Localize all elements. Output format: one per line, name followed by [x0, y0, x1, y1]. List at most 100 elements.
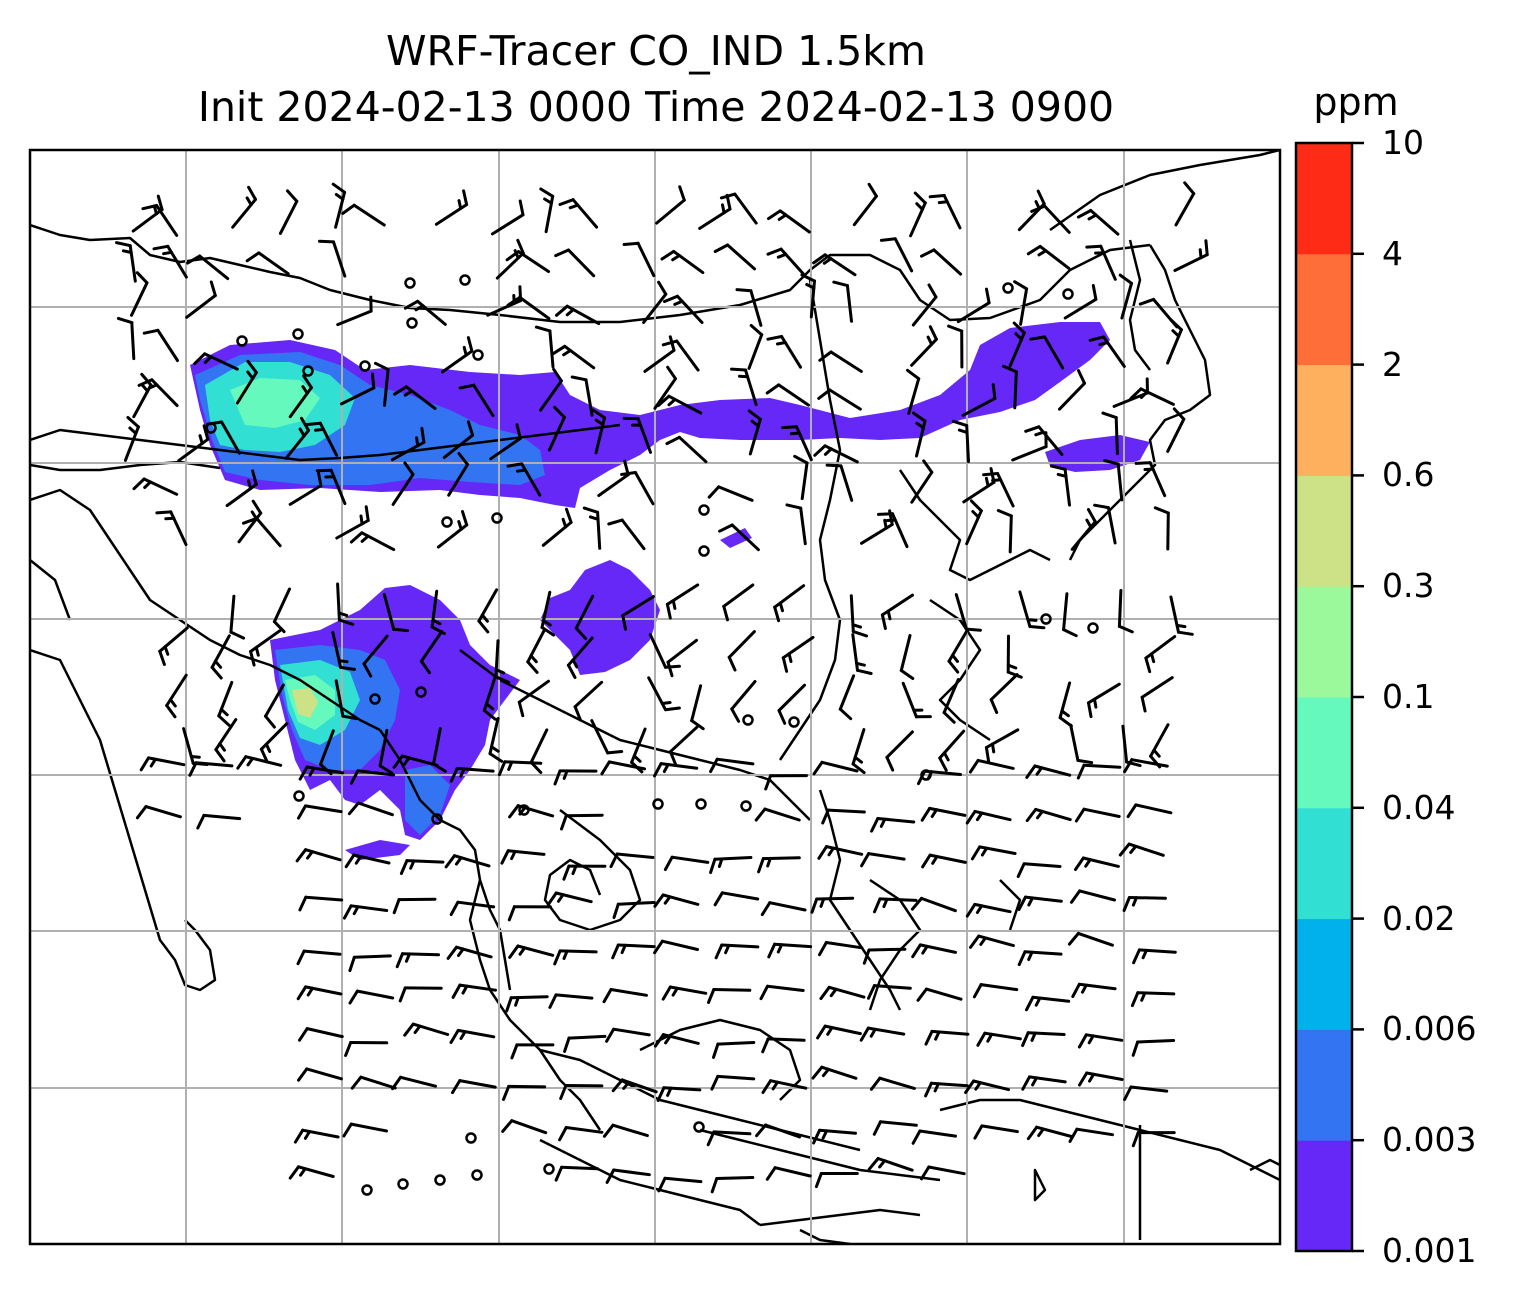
- wind-barb-shaft: [1117, 589, 1123, 628]
- wind-barb-shaft: [336, 309, 373, 327]
- wind-barb-flag: [653, 893, 665, 908]
- wind-barb-flag: [789, 431, 801, 436]
- wind-barb-flag: [984, 746, 991, 763]
- wind-barb-flag: [785, 503, 803, 510]
- wind-barb-flag: [951, 653, 959, 663]
- wind-barb-flag: [140, 372, 153, 387]
- wind-barb-flag: [360, 534, 370, 543]
- wind-barb-flag: [304, 421, 322, 427]
- wind-barb-flag: [817, 845, 828, 860]
- wind-barb-shaft: [1076, 931, 1114, 947]
- wind-barb-flag: [515, 423, 522, 440]
- wind-barb-flag: [1123, 1085, 1133, 1101]
- wind-barb-flag: [722, 604, 729, 622]
- wind-barb-flag: [543, 197, 553, 205]
- wind-barb-shaft: [845, 284, 853, 323]
- wind-barb-shaft: [1058, 381, 1086, 411]
- wind-barb-flag: [972, 983, 983, 999]
- wind-barb-flag: [404, 952, 411, 963]
- wind-barb-shaft: [1069, 723, 1080, 762]
- wind-barb-flag: [989, 698, 999, 714]
- wind-barb-flag: [413, 1024, 422, 1034]
- wind-barb-flag: [349, 531, 364, 544]
- wind-barb-flag: [1122, 896, 1131, 912]
- wind-barb-shaft: [1013, 370, 1018, 410]
- plume-central: [540, 560, 660, 675]
- wind-barb-shaft: [730, 680, 757, 711]
- wind-barb-shaft: [851, 633, 859, 672]
- wind-barb-shaft: [715, 1176, 755, 1180]
- wind-barb-shaft: [690, 684, 703, 723]
- wind-barb-shaft: [1166, 511, 1170, 551]
- wind-barb-shaft: [716, 1041, 756, 1046]
- wind-barb-flag: [664, 664, 681, 669]
- wind-barb-flag: [851, 630, 869, 638]
- wind-barb-shaft: [607, 760, 647, 771]
- wind-barb-flag: [985, 287, 991, 305]
- wind-barb-flag: [970, 845, 982, 861]
- wind-barb-flag: [398, 986, 407, 1003]
- wind-barb-flag: [928, 325, 938, 341]
- calm-wind-marker: [459, 274, 471, 286]
- wind-barb-shaft: [677, 435, 708, 464]
- wind-barb-shaft: [698, 207, 732, 230]
- wind-barb-flag: [754, 807, 767, 822]
- wind-barb-flag: [911, 1129, 922, 1145]
- wind-barb-shaft: [633, 471, 655, 506]
- wind-barb-flag: [115, 241, 132, 248]
- wind-barb-flag: [928, 194, 946, 199]
- wind-barb-shaft: [1043, 335, 1065, 370]
- wind-barb-shaft: [824, 941, 864, 950]
- wind-barb-shaft: [777, 383, 810, 407]
- wind-barb-shaft: [220, 420, 241, 455]
- wind-barb-flag: [982, 472, 1000, 477]
- wind-barb-flag: [1093, 697, 1098, 709]
- wind-barb-flag: [461, 984, 469, 995]
- wind-barb-flag: [886, 609, 892, 621]
- wind-barb-flag: [202, 424, 210, 441]
- wind-barb-flag: [1062, 628, 1078, 638]
- wind-barb-shaft: [509, 995, 549, 1000]
- wind-barb-flag: [534, 325, 552, 333]
- wind-barb-flag: [964, 627, 982, 632]
- calm-wind-marker: [518, 804, 530, 816]
- wind-barb-flag: [293, 1128, 305, 1144]
- wind-barb-flag: [1034, 996, 1042, 1007]
- wind-barb-shaft: [867, 852, 906, 861]
- wind-barb-shaft: [918, 1129, 957, 1138]
- wind-barb-shaft: [349, 1122, 389, 1133]
- wind-barb-shaft: [165, 673, 188, 707]
- wind-barb-flag: [155, 510, 173, 515]
- wind-barb-flag: [813, 444, 827, 457]
- wind-barb-flag: [507, 905, 516, 922]
- map-title-line-1: WRF-Tracer CO_IND 1.5km: [386, 27, 926, 75]
- wind-barb-flag: [1140, 991, 1147, 1002]
- wind-barb-shaft: [442, 433, 475, 459]
- wind-barb-flag: [482, 709, 497, 721]
- wind-barb-shaft: [1166, 417, 1186, 453]
- wind-barb-flag: [359, 514, 364, 526]
- wind-barb-flag: [805, 283, 816, 290]
- wind-barb-flag: [1017, 950, 1027, 967]
- wind-barb-flag: [1091, 284, 1098, 301]
- wind-barb-flag: [462, 345, 468, 357]
- wind-barb-flag: [821, 808, 830, 825]
- wind-barb-shaft: [764, 1123, 802, 1139]
- wind-barb-flag: [930, 808, 938, 818]
- calm-wind-marker: [1087, 622, 1099, 634]
- wind-barb-flag: [219, 707, 229, 717]
- wind-barb-flag: [457, 520, 463, 531]
- wind-barb-flag: [971, 510, 980, 519]
- wind-barb-flag: [457, 452, 469, 466]
- calm-wind-marker: [465, 1132, 477, 1144]
- calm-wind-marker: [359, 360, 371, 372]
- wind-barb-shaft: [1134, 803, 1173, 815]
- wind-barb-flag: [551, 344, 567, 356]
- wind-barb-shaft: [539, 379, 563, 412]
- wind-barb-flag: [459, 1030, 467, 1040]
- wind-barb-flag: [245, 251, 261, 263]
- wind-barb-flag: [143, 480, 152, 489]
- wind-barb-flag: [653, 939, 664, 955]
- wind-barb-flag: [217, 714, 231, 727]
- wind-barb-flag: [508, 804, 520, 819]
